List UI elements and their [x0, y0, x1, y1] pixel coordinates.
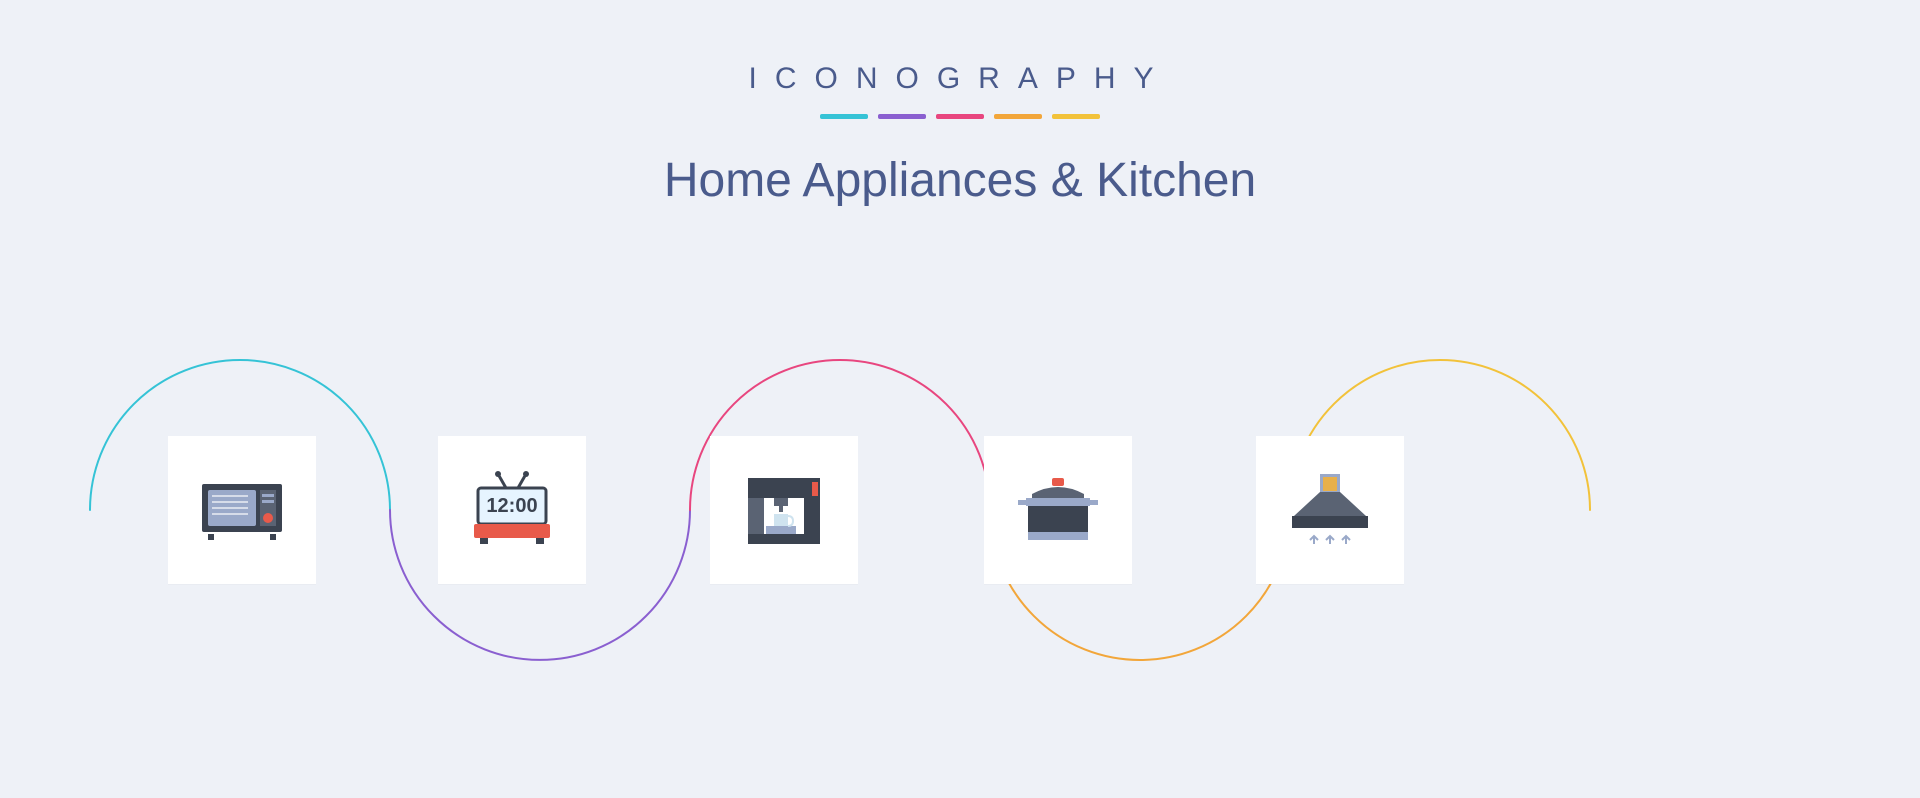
- cooking-pot-icon: [1008, 460, 1108, 560]
- brand-text: ICONOGRAPHY: [0, 62, 1920, 96]
- stripe-2: [878, 114, 926, 119]
- stripe-3: [936, 114, 984, 119]
- icon-stage: 12:00: [0, 330, 1920, 690]
- icon-card-microwave: [168, 436, 316, 584]
- icon-card-pot: [984, 436, 1132, 584]
- brand-stripes: [0, 114, 1920, 119]
- svg-text:12:00: 12:00: [486, 495, 537, 517]
- stripe-1: [820, 114, 868, 119]
- icon-card-coffee: [710, 436, 858, 584]
- stripe-5: [1052, 114, 1100, 119]
- icon-card-hood: [1256, 436, 1404, 584]
- digital-clock-icon: 12:00: [462, 460, 562, 560]
- icon-card-clock: 12:00: [438, 436, 586, 584]
- page-title: Home Appliances & Kitchen: [0, 153, 1920, 208]
- extractor-hood-icon: [1280, 460, 1380, 560]
- header: ICONOGRAPHY Home Appliances & Kitchen: [0, 0, 1920, 208]
- coffee-machine-icon: [734, 460, 834, 560]
- stripe-4: [994, 114, 1042, 119]
- microwave-icon: [192, 460, 292, 560]
